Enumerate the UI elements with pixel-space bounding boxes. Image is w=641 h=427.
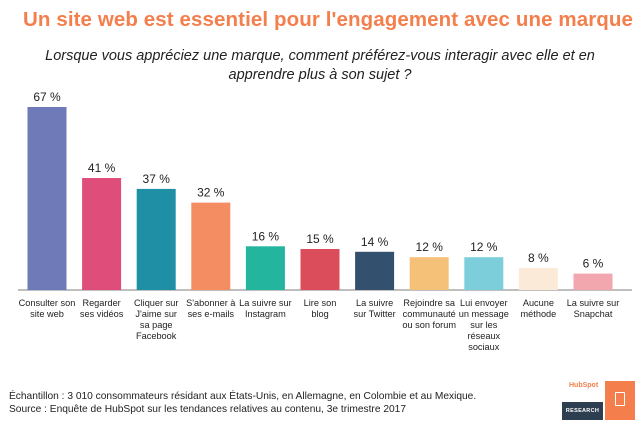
category-label-3: Cliquer sur J'aime sur sa page Facebook [134, 298, 178, 341]
hubspot-wordmark: HubSpot [569, 382, 599, 389]
category-label-5: La suivre sur Instagram [239, 298, 292, 319]
source-note: Source : Enquête de HubSpot sur les tend… [9, 404, 406, 415]
bar-5 [245, 246, 285, 290]
sample-note: Échantillon : 3 010 consommateurs résida… [9, 391, 477, 402]
bar-2 [82, 178, 122, 290]
value-label-9: 12 % [470, 240, 498, 254]
category-label-4: S'abonner à ses e-mails [186, 298, 236, 319]
bar-3 [136, 188, 176, 290]
bar-8 [409, 257, 449, 290]
bar-4 [191, 202, 231, 290]
bar-7 [355, 251, 395, 290]
category-label-6: Lire son blog [304, 298, 337, 319]
category-label-10: Aucune méthode [521, 298, 557, 319]
page-title: Un site web est essentiel pour l'engagem… [23, 8, 634, 31]
report-icon [615, 392, 625, 406]
value-label-10: 8 % [528, 251, 549, 265]
bar-1 [27, 107, 67, 290]
value-label-7: 14 % [361, 235, 389, 249]
bar-11 [573, 273, 613, 290]
value-label-2: 41 % [88, 161, 116, 175]
bars-group: 67 % Consulter son site web 41 % Regarder ses… [19, 90, 620, 352]
report-badge [605, 381, 635, 420]
value-label-5: 16 % [252, 229, 280, 243]
chart-question: Lorsque vous appréciez une marque, comme… [45, 48, 595, 83]
bar-9 [464, 257, 504, 290]
value-label-4: 32 % [197, 186, 225, 200]
value-label-8: 12 % [416, 240, 444, 254]
bar-6 [300, 249, 340, 290]
value-label-3: 37 % [143, 172, 171, 186]
category-label-1: Consulter son site web [19, 298, 76, 319]
category-label-2: Regarder ses vidéos [80, 298, 124, 319]
category-label-9: Lui envoyer un message sur les réseaux socia… [459, 298, 509, 352]
bar-10 [518, 268, 558, 290]
value-label-1: 67 % [33, 90, 61, 104]
category-label-11: La suivre sur Snapchat [567, 298, 620, 319]
research-badge: RESEARCH [562, 402, 603, 420]
value-label-6: 15 % [306, 232, 334, 246]
category-label-8: Rejoindre sa communauté ou son forum [402, 298, 456, 330]
category-label-7: La suivre sur Twitter [353, 298, 395, 319]
value-label-11: 6 % [583, 257, 604, 271]
